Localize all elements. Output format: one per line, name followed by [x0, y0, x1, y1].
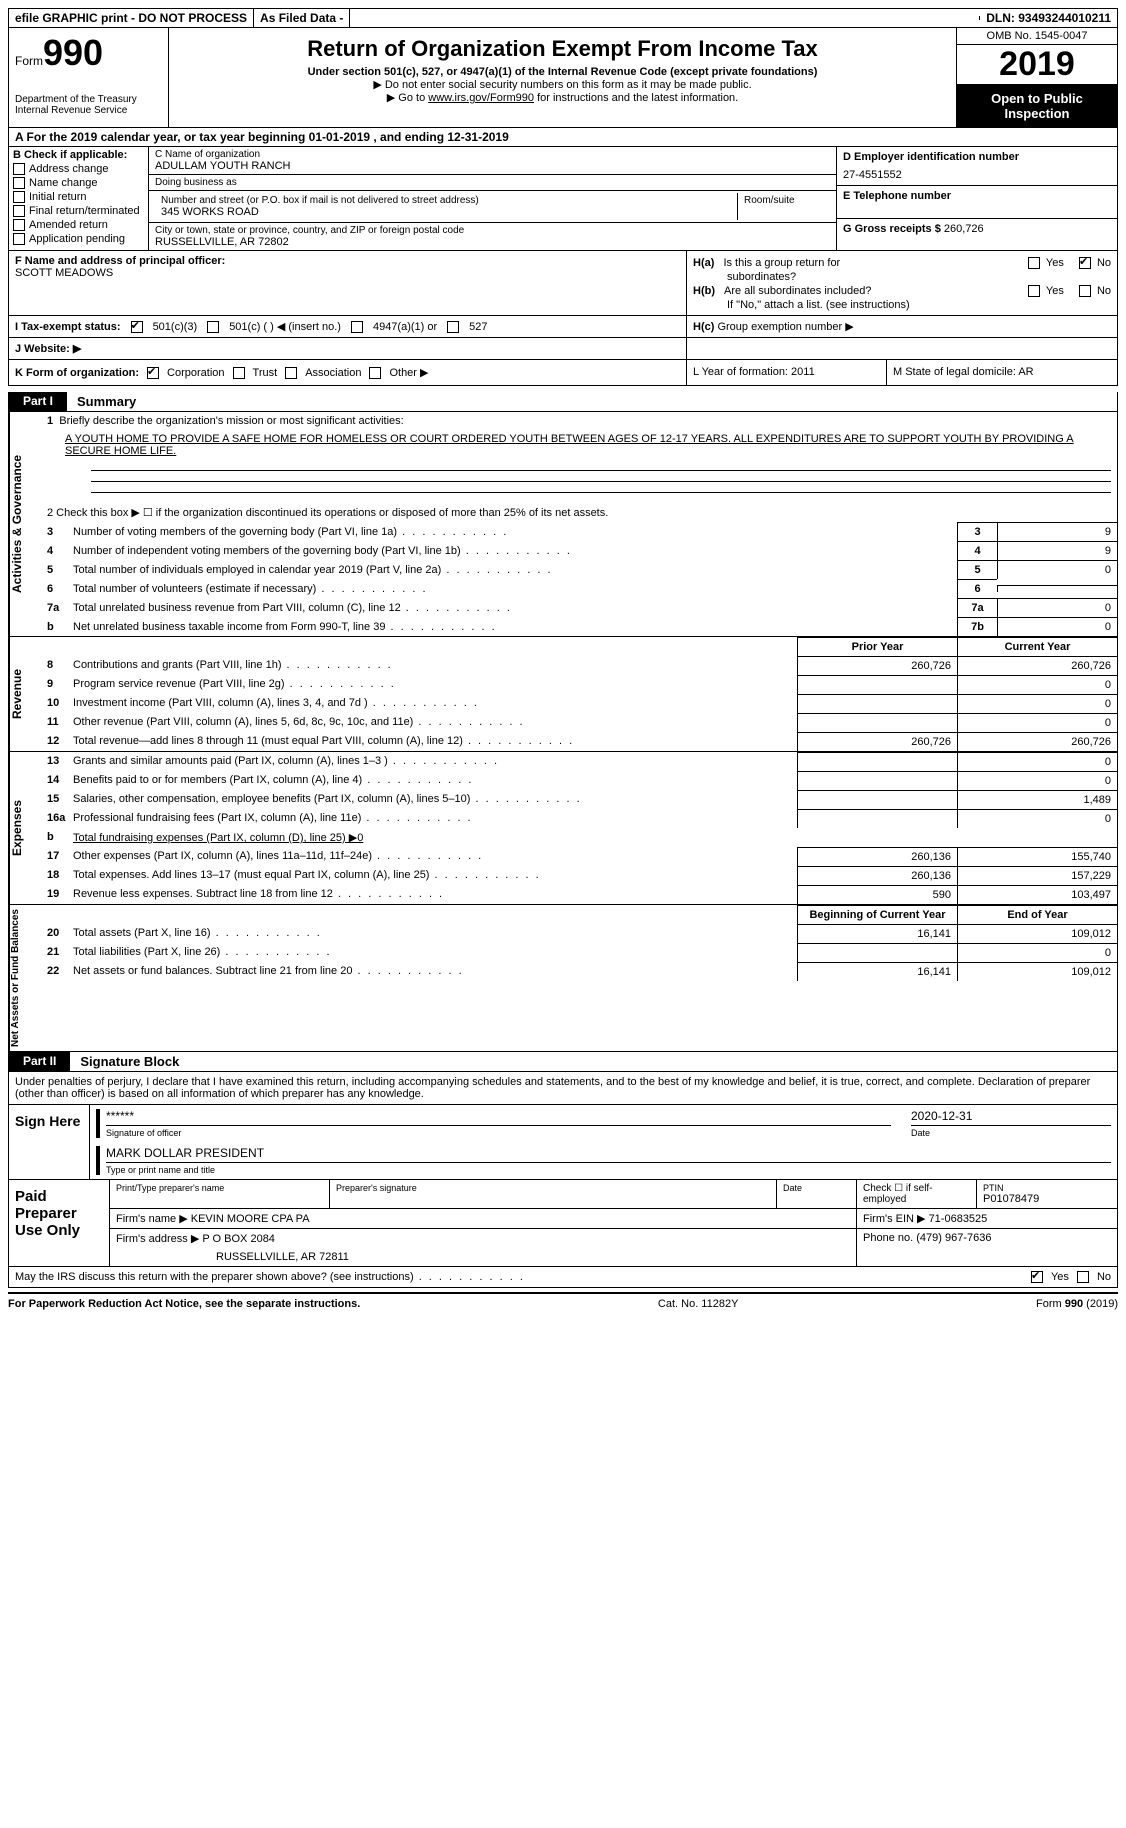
revenue-line: 12Total revenue—add lines 8 through 11 (… — [41, 732, 1117, 751]
omb-number: OMB No. 1545-0047 — [957, 28, 1117, 45]
top-bar: efile GRAPHIC print - DO NOT PROCESS As … — [8, 8, 1118, 28]
expense-line: 14Benefits paid to or for members (Part … — [41, 771, 1117, 790]
netassets-line: 21Total liabilities (Part X, line 26)0 — [41, 943, 1117, 962]
chk-4947[interactable] — [351, 321, 363, 333]
chk-address-change[interactable] — [13, 163, 25, 175]
prep-row-3: Firm's address ▶ P O BOX 2084 RUSSELLVIL… — [110, 1229, 1117, 1266]
vert-netassets: Net Assets or Fund Balances — [9, 905, 41, 1051]
summary-line: 4Number of independent voting members of… — [41, 541, 1117, 560]
vert-expenses: Expenses — [9, 752, 41, 904]
expense-line: 15Salaries, other compensation, employee… — [41, 790, 1117, 809]
sign-here-block: Sign Here ****** Signature of officer 20… — [8, 1105, 1118, 1180]
hb-yes[interactable] — [1028, 285, 1040, 297]
firm-addr: P O BOX 2084 — [202, 1233, 275, 1245]
city-state-zip: RUSSELLVILLE, AR 72802 — [155, 236, 830, 248]
form-id-block: Form990 Department of the Treasury Inter… — [9, 28, 169, 127]
discuss-yes[interactable] — [1031, 1271, 1043, 1283]
form-header: Form990 Department of the Treasury Inter… — [8, 28, 1118, 128]
expense-line: bTotal fundraising expenses (Part IX, co… — [41, 828, 1117, 847]
revenue-line: 10Investment income (Part VIII, column (… — [41, 694, 1117, 713]
gross-receipts: 260,726 — [944, 223, 984, 235]
expense-line: 17Other expenses (Part IX, column (A), l… — [41, 847, 1117, 866]
chk-name-change[interactable] — [13, 177, 25, 189]
row-a-period: A For the 2019 calendar year, or tax yea… — [8, 128, 1118, 147]
expense-line: 18Total expenses. Add lines 13–17 (must … — [41, 866, 1117, 885]
summary-line: bNet unrelated business taxable income f… — [41, 617, 1117, 636]
ha-no[interactable] — [1079, 257, 1091, 269]
prep-row-2: Firm's name ▶ KEVIN MOORE CPA PA Firm's … — [110, 1209, 1117, 1229]
summary-line: 5Total number of individuals employed in… — [41, 560, 1117, 579]
summary-line: 7aTotal unrelated business revenue from … — [41, 598, 1117, 617]
revenue-line: 11Other revenue (Part VIII, column (A), … — [41, 713, 1117, 732]
netassets-line: 20Total assets (Part X, line 16)16,14110… — [41, 924, 1117, 943]
expense-line: 16aProfessional fundraising fees (Part I… — [41, 809, 1117, 828]
chk-527[interactable] — [447, 321, 459, 333]
chk-other[interactable] — [369, 367, 381, 379]
year-formation: L Year of formation: 2011 — [687, 360, 887, 385]
expense-line: 13Grants and similar amounts paid (Part … — [41, 752, 1117, 771]
revenue-header: Prior Year Current Year — [41, 637, 1117, 656]
entity-block: B Check if applicable: Address change Na… — [8, 147, 1118, 251]
vert-activities: Activities & Governance — [9, 412, 41, 636]
org-form-row: K Form of organization: Corporation Trus… — [8, 360, 1118, 386]
ptin: P01078479 — [983, 1193, 1111, 1205]
principal-officer: SCOTT MEADOWS — [15, 267, 680, 279]
revenue-line: 9Program service revenue (Part VIII, lin… — [41, 675, 1117, 694]
chk-501c[interactable] — [207, 321, 219, 333]
perjury-text: Under penalties of perjury, I declare th… — [9, 1072, 1117, 1104]
part2-header: Part II Signature Block — [8, 1052, 1118, 1072]
dln: DLN: 93493244010211 — [980, 9, 1117, 27]
sign-date: 2020-12-31 — [911, 1109, 1111, 1123]
signature-block: Under penalties of perjury, I declare th… — [8, 1072, 1118, 1105]
chk-corp[interactable] — [147, 367, 159, 379]
netassets-line: 22Net assets or fund balances. Subtract … — [41, 962, 1117, 981]
discuss-no[interactable] — [1077, 1271, 1089, 1283]
col-d-ein: D Employer identification number 27-4551… — [837, 147, 1117, 250]
summary-line: 6Total number of volunteers (estimate if… — [41, 579, 1117, 598]
tax-status-row: I Tax-exempt status: 501(c)(3) 501(c) ( … — [8, 316, 1118, 338]
chk-initial-return[interactable] — [13, 191, 25, 203]
firm-name: KEVIN MOORE CPA PA — [191, 1213, 310, 1225]
ha-yes[interactable] — [1028, 257, 1040, 269]
mission-text: A YOUTH HOME TO PROVIDE A SAFE HOME FOR … — [41, 430, 1117, 460]
expense-line: 19Revenue less expenses. Subtract line 1… — [41, 885, 1117, 904]
firm-ein: 71-0683525 — [929, 1213, 988, 1225]
chk-app-pending[interactable] — [13, 233, 25, 245]
as-filed: As Filed Data - — [254, 9, 350, 27]
open-to-public: Open to Public Inspection — [957, 85, 1117, 127]
state-domicile: M State of legal domicile: AR — [887, 360, 1117, 385]
firm-phone: (479) 967-7636 — [916, 1232, 991, 1244]
vert-revenue: Revenue — [9, 637, 41, 751]
ein-value: 27-4551552 — [843, 169, 1111, 181]
form-title: Return of Organization Exempt From Incom… — [175, 36, 950, 62]
col-b-checkboxes: B Check if applicable: Address change Na… — [9, 147, 149, 250]
hb-no[interactable] — [1079, 285, 1091, 297]
paid-preparer-block: Paid Preparer Use Only Print/Type prepar… — [8, 1180, 1118, 1267]
discuss-row: May the IRS discuss this return with the… — [8, 1267, 1118, 1288]
netassets-header: Beginning of Current Year End of Year — [41, 905, 1117, 924]
part1-header: Part I Summary — [8, 392, 1118, 412]
chk-trust[interactable] — [233, 367, 245, 379]
revenue-line: 8Contributions and grants (Part VIII, li… — [41, 656, 1117, 675]
efile-notice: efile GRAPHIC print - DO NOT PROCESS — [9, 9, 254, 27]
irs-link[interactable]: www.irs.gov/Form990 — [428, 92, 534, 104]
chk-amended[interactable] — [13, 219, 25, 231]
street-address: 345 WORKS ROAD — [161, 206, 731, 218]
chk-final-return[interactable] — [13, 205, 25, 217]
chk-assoc[interactable] — [285, 367, 297, 379]
page-footer: For Paperwork Reduction Act Notice, see … — [8, 1292, 1118, 1314]
officer-group-row: F Name and address of principal officer:… — [8, 251, 1118, 316]
website-row: J Website: ▶ — [8, 338, 1118, 360]
header-right: OMB No. 1545-0047 2019 Open to Public In… — [957, 28, 1117, 127]
tax-year: 2019 — [957, 45, 1117, 85]
dept-treasury: Department of the Treasury Internal Reve… — [15, 94, 162, 116]
col-c-org-info: C Name of organization ADULLAM YOUTH RAN… — [149, 147, 837, 250]
form-title-block: Return of Organization Exempt From Incom… — [169, 28, 957, 127]
signer-name: MARK DOLLAR PRESIDENT — [106, 1146, 1111, 1160]
org-name: ADULLAM YOUTH RANCH — [155, 160, 830, 172]
summary-line: 3Number of voting members of the governi… — [41, 522, 1117, 541]
summary-body: Activities & Governance 1 Briefly descri… — [8, 412, 1118, 637]
prep-row-1: Print/Type preparer's name Preparer's si… — [110, 1180, 1117, 1209]
chk-501c3[interactable] — [131, 321, 143, 333]
